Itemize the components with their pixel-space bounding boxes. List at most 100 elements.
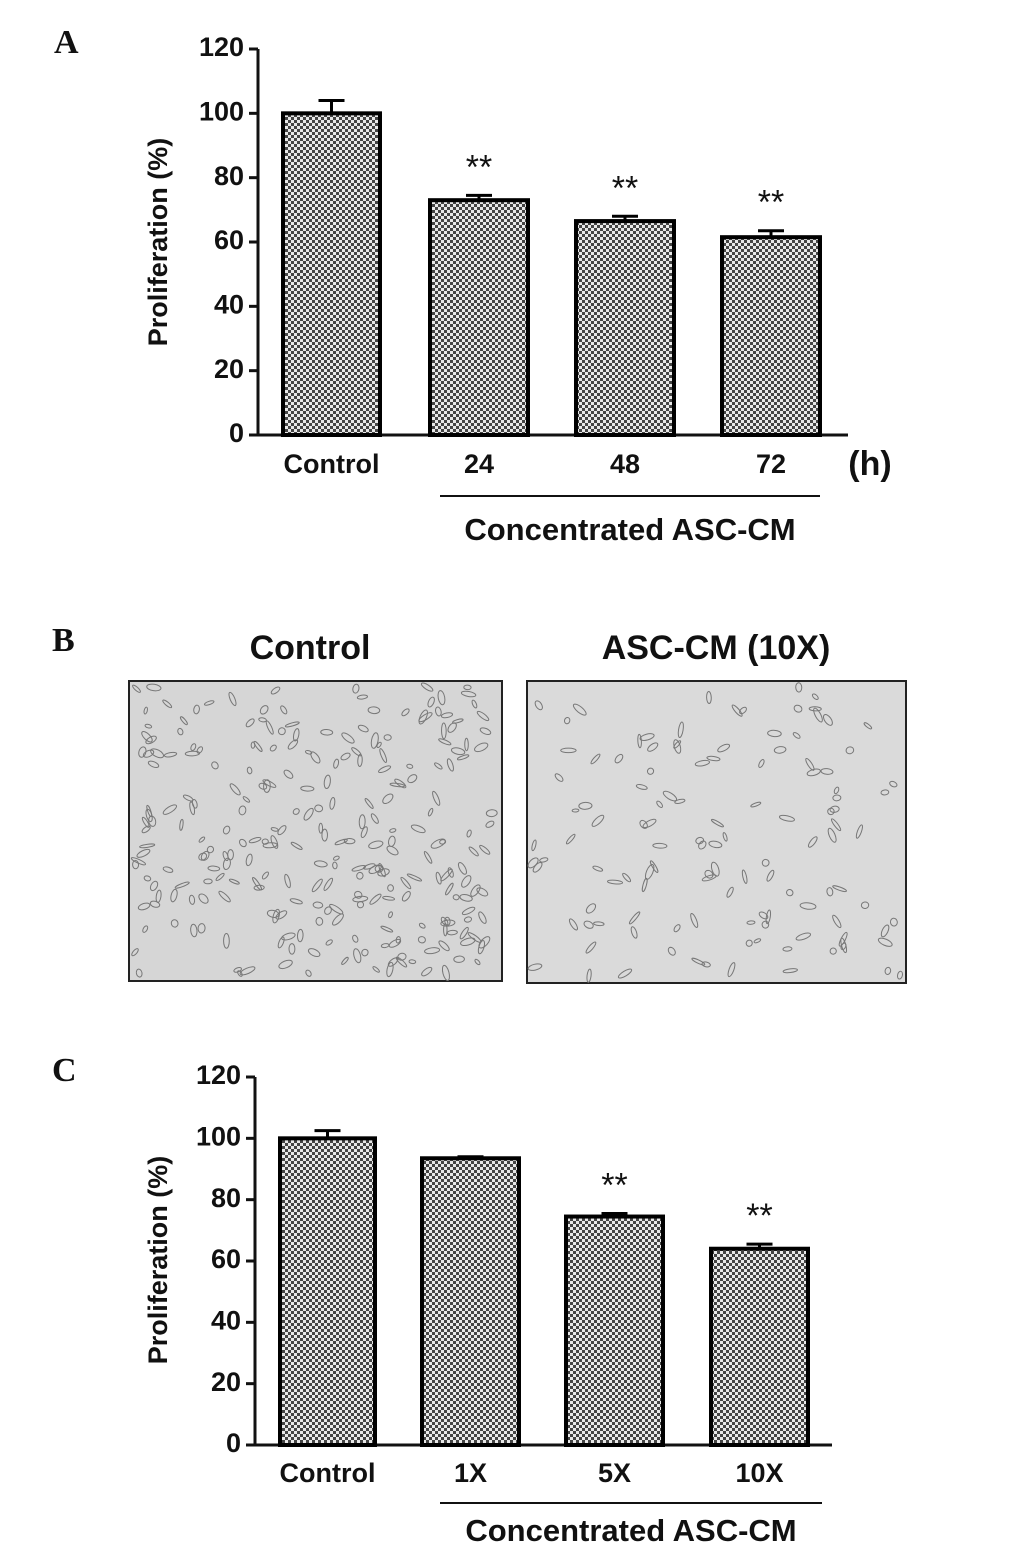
cell [401,708,410,717]
cell [456,754,470,761]
cell [832,885,847,893]
cell [459,926,469,940]
cell [277,825,287,836]
cell [554,773,564,782]
cell [461,875,472,888]
cell [578,801,593,810]
cell [280,705,288,715]
cell [461,906,476,916]
cell [827,807,835,816]
significance: ** [601,1166,627,1204]
cell [639,733,655,741]
cell [427,807,434,817]
y-tick-label: 120 [199,32,244,62]
cell [463,916,473,923]
cell [258,782,268,790]
cell [203,700,215,706]
cell [253,884,265,891]
cell [162,866,174,873]
cell [418,712,433,723]
cell [174,881,190,889]
cell [745,939,753,947]
cell [311,878,323,893]
cell [793,704,803,713]
cell [321,828,328,842]
cell [215,872,225,882]
cell [765,909,772,925]
panel-label: B [52,622,75,659]
cell [352,683,360,694]
cell [262,779,277,788]
cell [592,865,604,872]
cell [170,888,178,903]
cell [424,947,441,955]
cell [889,917,898,927]
cell [698,840,707,850]
image-title: ASC-CM (10X) [602,629,831,667]
cell [434,762,443,770]
cell [407,774,418,784]
cell [352,934,359,943]
cell [591,814,605,827]
y-tick-label: 40 [211,1305,241,1335]
x-tick-label: 5X [598,1458,631,1488]
cell [826,887,834,897]
cell [435,871,442,885]
cell [149,880,159,892]
cell [190,923,198,938]
cell [622,872,632,883]
cell [334,838,348,846]
cell [474,958,481,966]
cell [310,751,321,764]
cell [197,923,206,934]
cell [766,869,775,882]
cell [372,966,380,973]
cell [315,916,324,926]
cell [691,957,706,966]
cell [387,957,399,967]
cell [667,946,676,956]
cell [773,746,787,754]
cell [332,861,338,870]
cell [388,911,393,919]
x-tick-label: Control [280,1458,376,1488]
y-tick-label: 120 [196,1060,241,1090]
y-axis-label: Proliferation (%) [143,1156,173,1365]
cell [440,919,456,927]
cell [188,894,196,905]
cell [287,739,299,750]
cell [238,838,247,848]
cell [443,923,448,937]
cell [132,859,140,870]
cell [459,893,473,902]
cell [137,902,151,911]
cell [218,890,231,903]
cell [807,836,818,848]
cell [572,703,587,716]
significance: ** [758,184,784,222]
cell [452,718,464,724]
cell [258,717,267,723]
cell [265,720,274,735]
cell [827,827,837,843]
cell [855,824,863,839]
cell [468,846,479,857]
cell [130,857,147,866]
cell [135,968,143,978]
x-tick-label: 10X [735,1458,783,1488]
cell [446,758,454,772]
x-unit: (h) [848,445,891,483]
cell [832,794,842,802]
cell [261,838,269,845]
cell [840,942,847,951]
cell [354,890,363,899]
cell [143,706,148,715]
cell [727,962,736,978]
cell [138,746,147,758]
cell [585,903,597,914]
bar [564,1214,665,1447]
cell [266,909,280,918]
cell [357,753,363,768]
cell [262,842,278,849]
cell [382,895,396,901]
